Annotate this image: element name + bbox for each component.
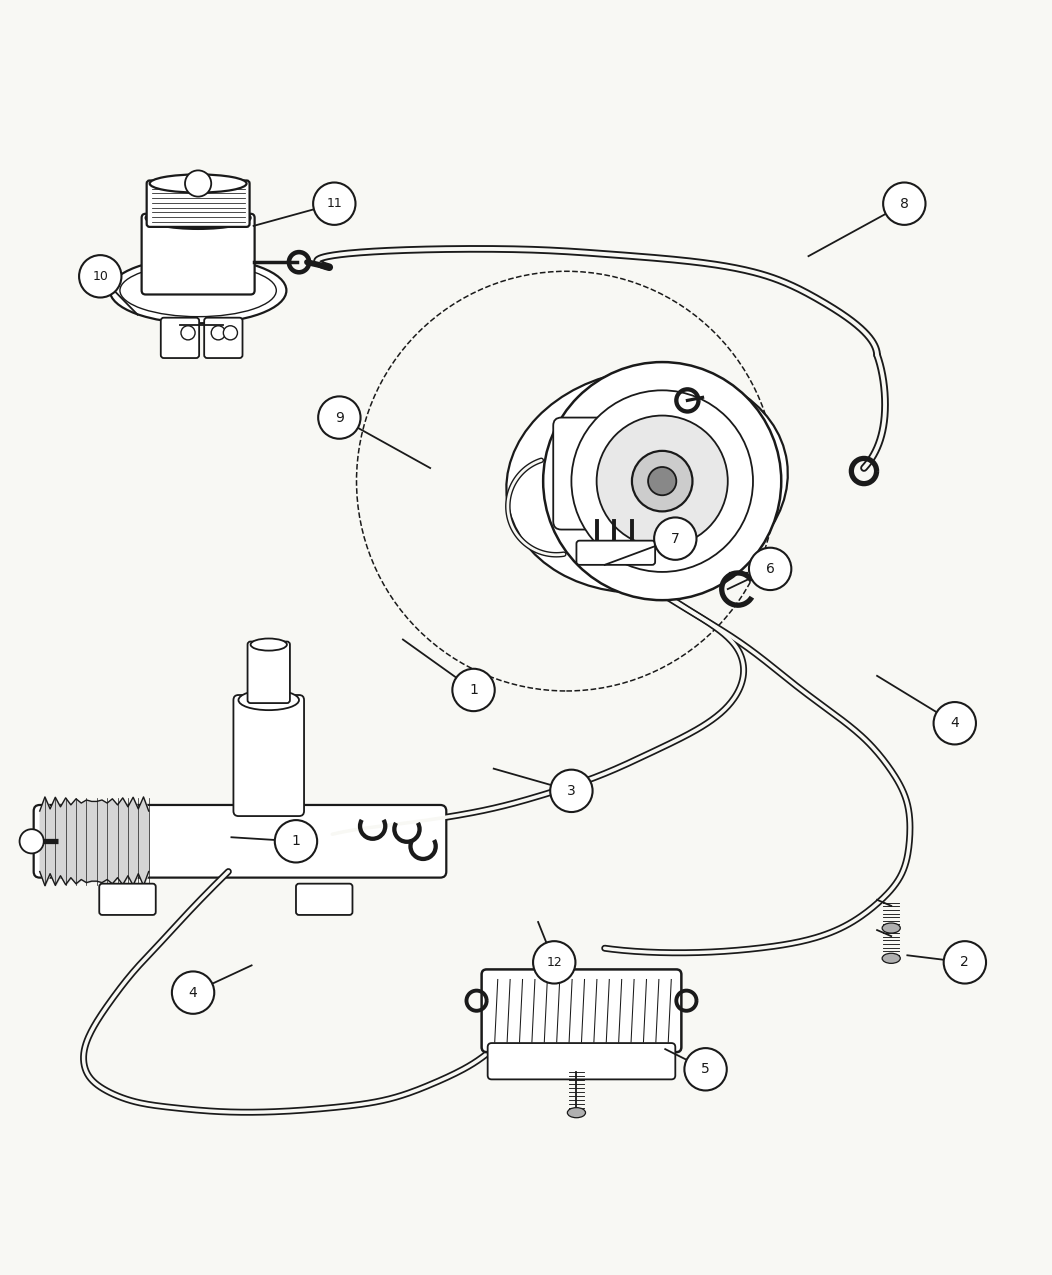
Ellipse shape: [145, 207, 250, 230]
Text: 9: 9: [335, 411, 344, 425]
Text: 4: 4: [950, 717, 959, 731]
Text: 11: 11: [326, 198, 342, 210]
Circle shape: [171, 972, 215, 1014]
Text: 6: 6: [766, 562, 774, 576]
Ellipse shape: [883, 923, 901, 933]
Circle shape: [313, 182, 356, 224]
Circle shape: [543, 362, 782, 601]
Text: 5: 5: [702, 1062, 710, 1076]
Circle shape: [550, 770, 592, 812]
FancyBboxPatch shape: [234, 695, 304, 816]
Text: 3: 3: [567, 784, 575, 798]
Ellipse shape: [883, 954, 901, 964]
Circle shape: [181, 325, 195, 340]
Circle shape: [571, 390, 753, 572]
Text: 1: 1: [291, 834, 301, 848]
Circle shape: [632, 451, 692, 511]
Text: 10: 10: [93, 270, 108, 283]
Circle shape: [648, 467, 676, 495]
Circle shape: [223, 325, 238, 340]
FancyBboxPatch shape: [247, 641, 290, 703]
FancyBboxPatch shape: [488, 1043, 675, 1080]
Text: 4: 4: [188, 986, 198, 1000]
Circle shape: [79, 255, 121, 297]
Text: 2: 2: [960, 955, 969, 969]
FancyBboxPatch shape: [553, 418, 675, 529]
Text: 1: 1: [469, 683, 478, 697]
Circle shape: [883, 182, 926, 224]
Text: 7: 7: [671, 532, 680, 546]
Circle shape: [211, 325, 225, 340]
Ellipse shape: [149, 175, 246, 193]
Circle shape: [596, 416, 728, 547]
Ellipse shape: [239, 690, 299, 710]
Circle shape: [20, 829, 44, 853]
FancyBboxPatch shape: [482, 969, 682, 1052]
FancyBboxPatch shape: [146, 181, 249, 227]
Circle shape: [318, 397, 361, 439]
FancyBboxPatch shape: [161, 317, 199, 358]
Circle shape: [944, 941, 986, 983]
Ellipse shape: [506, 370, 788, 593]
Circle shape: [452, 669, 494, 711]
FancyBboxPatch shape: [204, 317, 243, 358]
Ellipse shape: [109, 258, 286, 324]
Ellipse shape: [567, 1108, 586, 1118]
Ellipse shape: [120, 264, 277, 316]
FancyBboxPatch shape: [296, 884, 352, 915]
Circle shape: [275, 820, 317, 862]
Circle shape: [685, 1048, 727, 1090]
Text: 12: 12: [546, 956, 562, 969]
Circle shape: [185, 171, 211, 196]
Ellipse shape: [250, 639, 287, 650]
Circle shape: [749, 548, 791, 590]
FancyBboxPatch shape: [142, 214, 255, 295]
FancyBboxPatch shape: [34, 805, 446, 877]
Text: 8: 8: [899, 196, 909, 210]
Circle shape: [533, 941, 575, 983]
FancyBboxPatch shape: [576, 541, 655, 565]
Circle shape: [654, 518, 696, 560]
FancyBboxPatch shape: [99, 884, 156, 915]
Circle shape: [933, 703, 976, 745]
